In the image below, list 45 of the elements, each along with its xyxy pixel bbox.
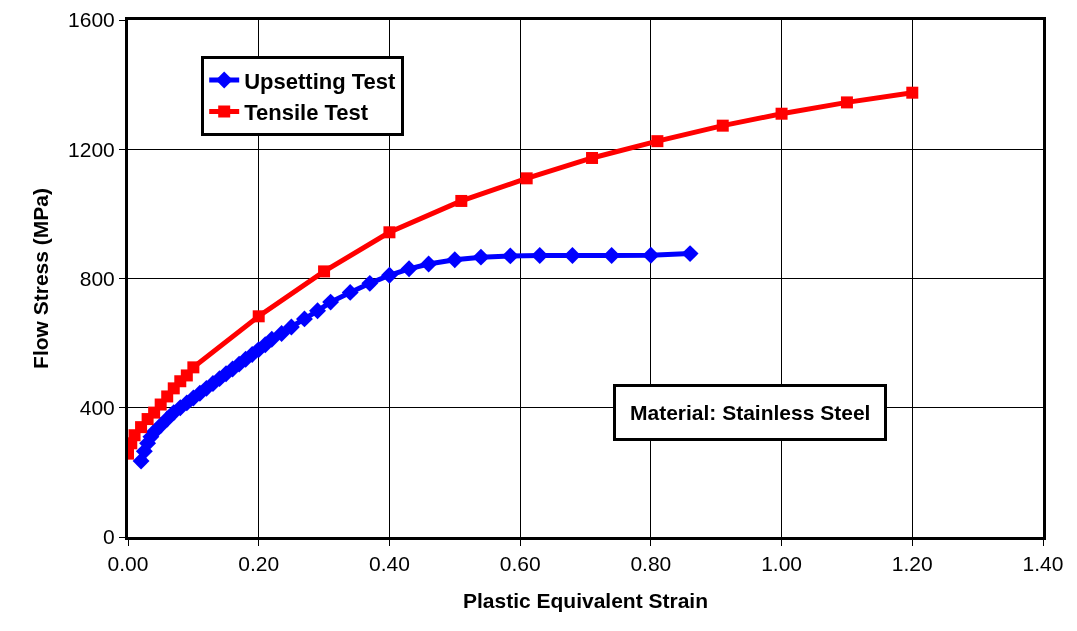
x-tick-label: 0.40 [368,552,410,576]
point [318,265,331,278]
x-tick-label: 1.00 [761,552,803,576]
point [840,96,853,109]
legend-label: Tensile Test [244,100,369,126]
x-tick-label: 0.00 [107,552,149,576]
point [651,135,664,148]
point [296,310,313,328]
x-tick-label: 1.20 [891,552,933,576]
legend-label: Upsetting Test [244,68,397,94]
y-tick-label: 0 [103,525,115,549]
y-tick-label: 800 [79,266,115,290]
point [380,266,398,284]
point [282,318,300,336]
x-axis-title: Plastic Equivalent Strain [462,589,709,613]
x-tick-label: 0.80 [630,552,672,576]
point [361,274,379,292]
point [187,361,200,374]
y-tick-label: 400 [79,396,115,420]
point [586,151,599,164]
point [263,330,281,348]
point [472,248,490,266]
point [446,251,464,269]
point [383,226,396,239]
point [906,86,919,99]
point [400,260,418,278]
point [455,194,468,207]
point [420,255,438,273]
point [252,310,265,323]
point [775,107,788,120]
y-axis-title: Flow Stress (MPa) [29,188,53,369]
point [322,293,340,311]
x-tick-label: 0.60 [499,552,541,576]
x-tick-label: 1.40 [1022,552,1064,576]
point [520,172,533,185]
point [642,246,660,264]
point [341,283,359,301]
point [716,119,729,132]
y-tick-label: 1600 [68,8,115,32]
x-tick-label: 0.20 [238,552,280,576]
point [309,302,326,320]
annotation: Material: Stainless Steel [630,401,871,424]
point [273,324,291,342]
point [681,245,699,263]
y-tick-label: 1200 [68,137,115,161]
